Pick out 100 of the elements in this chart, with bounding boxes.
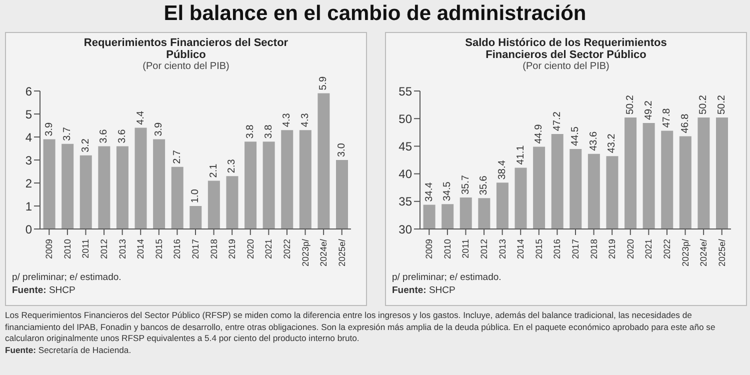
bar xyxy=(208,180,220,229)
x-tick-label: 2018 xyxy=(588,239,599,260)
data-label: 43.2 xyxy=(606,133,618,154)
data-label: 5.9 xyxy=(318,76,330,90)
x-tick-label: 2014 xyxy=(516,239,526,260)
y-tick-label: 4 xyxy=(25,130,32,144)
data-label: 3.9 xyxy=(44,122,55,136)
data-label: 2.7 xyxy=(172,150,183,164)
bar xyxy=(134,128,147,229)
bar xyxy=(226,176,238,229)
chart-title: Requerimientos Financieros del Sector Público xyxy=(82,37,290,61)
data-label: 35.6 xyxy=(478,175,490,196)
data-label: 3.7 xyxy=(62,126,74,141)
x-tick-label: 2021 xyxy=(264,239,274,260)
x-tick-label: 2019 xyxy=(607,239,618,260)
x-tick-label: 2017 xyxy=(190,239,200,260)
data-label: 34.4 xyxy=(424,182,435,202)
text: p/ preliminar; e/ estimado. xyxy=(392,272,502,283)
y-tick-label: 6 xyxy=(25,84,32,98)
bar xyxy=(281,130,294,229)
text: p/ preliminar; e/ estimado. xyxy=(12,272,122,283)
y-tick-label: 35 xyxy=(398,194,412,209)
x-tick-label: 2015 xyxy=(534,239,544,260)
data-label: 2.1 xyxy=(208,163,220,178)
bar xyxy=(318,93,330,229)
y-tick-label: 30 xyxy=(398,222,412,236)
x-tick-label: 2020 xyxy=(245,239,256,260)
x-tick-label: 2013 xyxy=(497,239,508,260)
data-label: 49.2 xyxy=(643,100,654,120)
data-label: 3.6 xyxy=(116,128,128,144)
x-tick-label: 2011 xyxy=(80,239,91,258)
data-label: 1.0 xyxy=(190,188,202,203)
x-tick-label: 2016 xyxy=(552,239,562,260)
y-tick-label: 5 xyxy=(25,107,32,122)
data-label: 3.8 xyxy=(263,124,274,139)
bar xyxy=(116,146,128,229)
x-tick-label: 2022 xyxy=(282,239,292,260)
x-tick-label: 2017 xyxy=(570,239,580,260)
x-tick-label: 2025e/ xyxy=(716,238,727,267)
x-tick-label: 2023p/ xyxy=(300,238,310,267)
bar xyxy=(98,146,110,229)
data-label: 44.9 xyxy=(534,124,545,144)
y-tick-label: 50 xyxy=(398,112,412,126)
data-label: 44.5 xyxy=(570,126,582,146)
source-note: Fuente: SHCP xyxy=(12,285,76,296)
text: El balance en el cambio de administración xyxy=(162,2,588,26)
data-label: 50.2 xyxy=(625,94,636,114)
x-tick-label: 2013 xyxy=(117,239,128,260)
x-tick-label: 2018 xyxy=(208,239,219,260)
x-tick-label: 2009 xyxy=(44,239,54,260)
x-tick-label: 2024e/ xyxy=(698,238,709,267)
data-label: 3.9 xyxy=(154,122,165,136)
x-tick-label: 2010 xyxy=(442,239,452,260)
x-tick-label: 2012 xyxy=(99,239,110,260)
x-tick-label: 2019 xyxy=(227,239,238,260)
x-tick-label: 2010 xyxy=(62,239,72,260)
bar xyxy=(262,142,275,229)
x-tick-label: 2016 xyxy=(172,239,182,260)
source-note: Fuente: SHCP xyxy=(392,285,456,296)
bar xyxy=(62,144,74,229)
data-label: 38.4 xyxy=(496,160,508,180)
x-tick-label: 2011 xyxy=(460,239,471,258)
data-label: 35.7 xyxy=(460,174,472,195)
data-label: 47.8 xyxy=(662,108,673,128)
text: Los Requerimientos Financieros del Sector Público (RFSP) se miden como la diferencia entre los ingresos y los gastos. Incluye, además del balance tradicional, las necesidades de financiamiento del IPAB, Fonadin y bancos de desarrollo, entre otras obligaciones. Son la expresión más amplia de la deuda pública. En el paquete económico aprobado para este año se calcularon originalmente unos RFSP equivalentes a 5.4 por ciento del producto interno bruto. xyxy=(5,310,716,343)
bar xyxy=(190,206,202,229)
bar xyxy=(43,139,56,229)
x-tick-label: 2021 xyxy=(644,239,654,260)
data-label: 47.2 xyxy=(552,111,563,132)
data-label: 41.1 xyxy=(515,144,526,165)
chart-subtitle: (Por ciento del PIB) xyxy=(522,61,610,73)
data-label: 3.0 xyxy=(336,142,348,157)
x-tick-label: 2023p/ xyxy=(680,238,690,267)
bar xyxy=(80,155,92,229)
y-tick-label: 40 xyxy=(398,167,412,182)
x-tick-label: 2015 xyxy=(154,239,164,260)
data-label: 4.3 xyxy=(300,112,311,128)
chart-subtitle: (Por ciento del PIB) xyxy=(142,61,230,73)
data-label: 43.6 xyxy=(588,131,600,151)
x-tick-label: 2025e/ xyxy=(336,238,347,267)
y-tick-label: 1 xyxy=(25,199,32,214)
data-label: 4.4 xyxy=(135,110,146,125)
x-tick-label: 2009 xyxy=(424,239,434,260)
y-tick-label: 2 xyxy=(25,176,32,190)
y-tick-label: 0 xyxy=(25,222,32,236)
y-tick-label: 45 xyxy=(398,139,412,154)
x-tick-label: 2012 xyxy=(479,239,490,260)
bar xyxy=(299,130,312,229)
data-label: 46.8 xyxy=(680,113,691,134)
data-label: 2.3 xyxy=(226,158,238,174)
data-label: 3.8 xyxy=(245,124,256,139)
data-label: 34.5 xyxy=(442,181,454,202)
bar xyxy=(244,142,257,229)
x-tick-label: 2014 xyxy=(136,239,146,260)
data-label: 50.2 xyxy=(716,94,728,114)
data-label: 50.2 xyxy=(698,94,710,114)
bar xyxy=(153,139,166,229)
bar xyxy=(336,160,348,229)
source-note: Fuente: Secretaría de Hacienda. xyxy=(5,344,132,354)
y-tick-label: 3 xyxy=(25,153,32,168)
